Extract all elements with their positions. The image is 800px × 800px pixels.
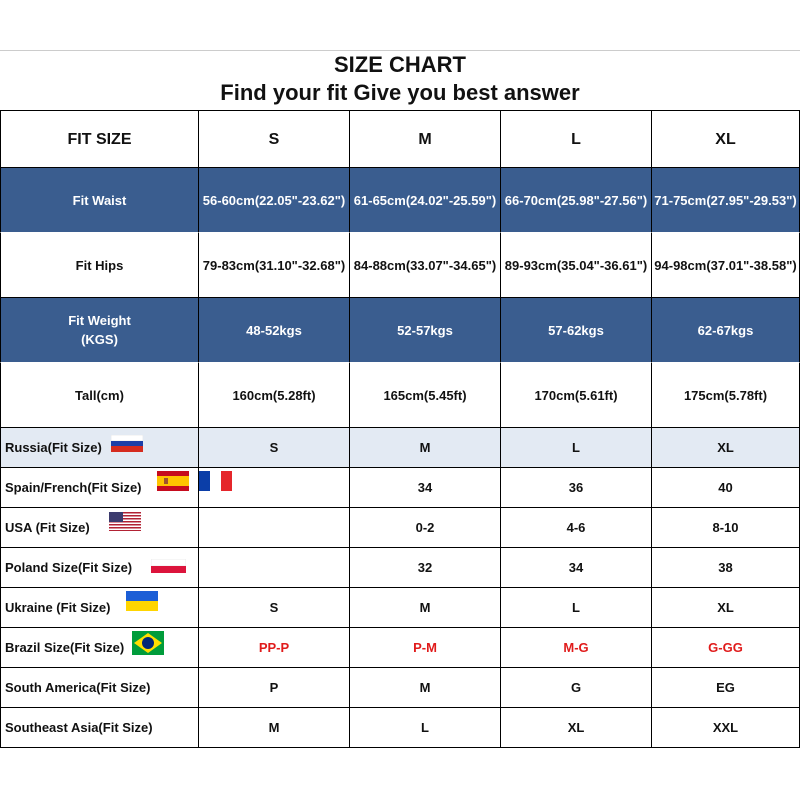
row-label: South America(Fit Size): [0, 668, 199, 708]
row-label: Poland Size(Fit Size): [0, 548, 199, 588]
column-header: L: [501, 111, 652, 168]
size-cell: PP-P: [199, 628, 350, 668]
size-cell: [199, 508, 350, 548]
size-cell: L: [501, 588, 652, 628]
row-label: USA (Fit Size): [0, 508, 199, 548]
column-header: FIT SIZE: [0, 111, 199, 168]
size-cell: M: [199, 708, 350, 748]
size-cell: [199, 468, 350, 508]
row-label: Brazil Size(Fit Size): [0, 628, 199, 668]
size-cell: M: [350, 428, 501, 468]
size-cell: 40: [652, 468, 800, 508]
row-label: Spain/French(Fit Size): [0, 468, 199, 508]
size-cell: 94-98cm(37.01"-38.58"): [652, 233, 800, 298]
subtitle: Find your fit Give you best answer: [220, 80, 580, 105]
row-label: Tall(cm): [0, 363, 199, 428]
size-cell: 160cm(5.28ft): [199, 363, 350, 428]
size-cell: 56-60cm(22.05"-23.62"): [199, 168, 350, 233]
size-cell: 32: [350, 548, 501, 588]
flag-france: [199, 471, 232, 491]
size-cell: 84-88cm(33.07"-34.65"): [350, 233, 501, 298]
size-cell: 175cm(5.78ft): [652, 363, 800, 428]
flag-poland: [151, 559, 186, 573]
row-label: Fit Weight (KGS): [0, 298, 199, 363]
size-cell: G: [501, 668, 652, 708]
row-label: Ukraine (Fit Size): [0, 588, 199, 628]
size-cell: S: [199, 588, 350, 628]
size-cell: XL: [501, 708, 652, 748]
size-cell: M-G: [501, 628, 652, 668]
column-header: S: [199, 111, 350, 168]
size-cell: 62-67kgs: [652, 298, 800, 363]
column-header: M: [350, 111, 501, 168]
size-cell: EG: [652, 668, 800, 708]
title: SIZE CHART: [334, 52, 466, 77]
size-cell: L: [501, 428, 652, 468]
size-cell: M: [350, 588, 501, 628]
size-cell: XL: [652, 588, 800, 628]
row-label: Fit Hips: [0, 233, 199, 298]
title-box: [0, 50, 800, 111]
size-cell: 34: [350, 468, 501, 508]
size-cell: XXL: [652, 708, 800, 748]
size-cell: G-GG: [652, 628, 800, 668]
size-cell: 61-65cm(24.02"-25.59"): [350, 168, 501, 233]
size-cell: 4-6: [501, 508, 652, 548]
size-cell: 0-2: [350, 508, 501, 548]
size-cell: 36: [501, 468, 652, 508]
size-cell: 57-62kgs: [501, 298, 652, 363]
size-cell: 52-57kgs: [350, 298, 501, 363]
size-cell: L: [350, 708, 501, 748]
size-cell: [199, 548, 350, 588]
size-cell: 170cm(5.61ft): [501, 363, 652, 428]
flag-usa: [109, 512, 141, 531]
size-cell: 71-75cm(27.95"-29.53"): [652, 168, 800, 233]
size-cell: P: [199, 668, 350, 708]
size-cell: 34: [501, 548, 652, 588]
flag-brazil: [132, 631, 164, 655]
size-cell: 48-52kgs: [199, 298, 350, 363]
flag-spain: [157, 471, 189, 491]
row-label: Russia(Fit Size): [0, 428, 199, 468]
size-cell: 38: [652, 548, 800, 588]
size-cell: 8-10: [652, 508, 800, 548]
column-header: XL: [652, 111, 800, 168]
flag-ukraine: [126, 591, 158, 611]
size-cell: S: [199, 428, 350, 468]
size-cell: 165cm(5.45ft): [350, 363, 501, 428]
row-label: Southeast Asia(Fit Size): [0, 708, 199, 748]
row-label: Fit Waist: [0, 168, 199, 233]
size-cell: 79-83cm(31.10"-32.68"): [199, 233, 350, 298]
size-cell: 89-93cm(35.04"-36.61"): [501, 233, 652, 298]
size-cell: M: [350, 668, 501, 708]
flag-russia: [111, 435, 143, 452]
size-cell: P-M: [350, 628, 501, 668]
size-cell: 66-70cm(25.98"-27.56"): [501, 168, 652, 233]
size-cell: XL: [652, 428, 800, 468]
